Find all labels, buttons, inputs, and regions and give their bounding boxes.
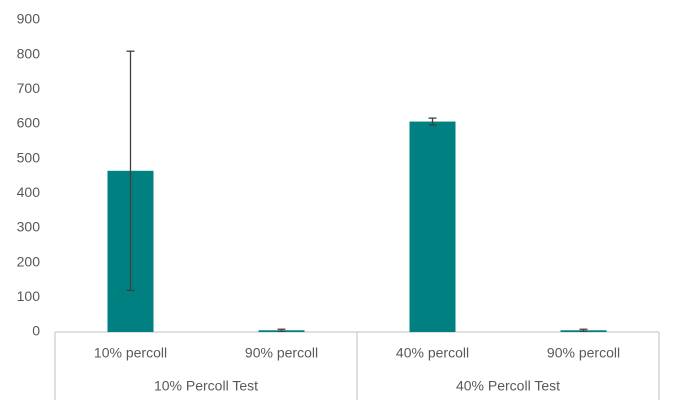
x-tick-label: 90% percoll <box>245 345 318 361</box>
y-tick-label: 900 <box>17 11 41 27</box>
group-label: 40% Percoll Test <box>456 378 560 394</box>
x-tick-label: 10% percoll <box>94 345 167 361</box>
group-label: 10% Percoll Test <box>154 378 258 394</box>
y-tick-label: 300 <box>17 219 41 235</box>
y-tick-label: 500 <box>17 149 41 165</box>
y-tick-label: 800 <box>17 45 41 61</box>
y-tick-label: 200 <box>17 253 41 269</box>
y-tick-label: 0 <box>32 323 40 339</box>
y-tick-label: 600 <box>17 115 41 131</box>
x-tick-label: 40% percoll <box>396 345 469 361</box>
y-tick-label: 400 <box>17 184 41 200</box>
x-tick-label: 90% percoll <box>547 345 620 361</box>
y-tick-label: 700 <box>17 80 41 96</box>
bar <box>409 121 456 332</box>
y-tick-label: 100 <box>17 288 41 304</box>
